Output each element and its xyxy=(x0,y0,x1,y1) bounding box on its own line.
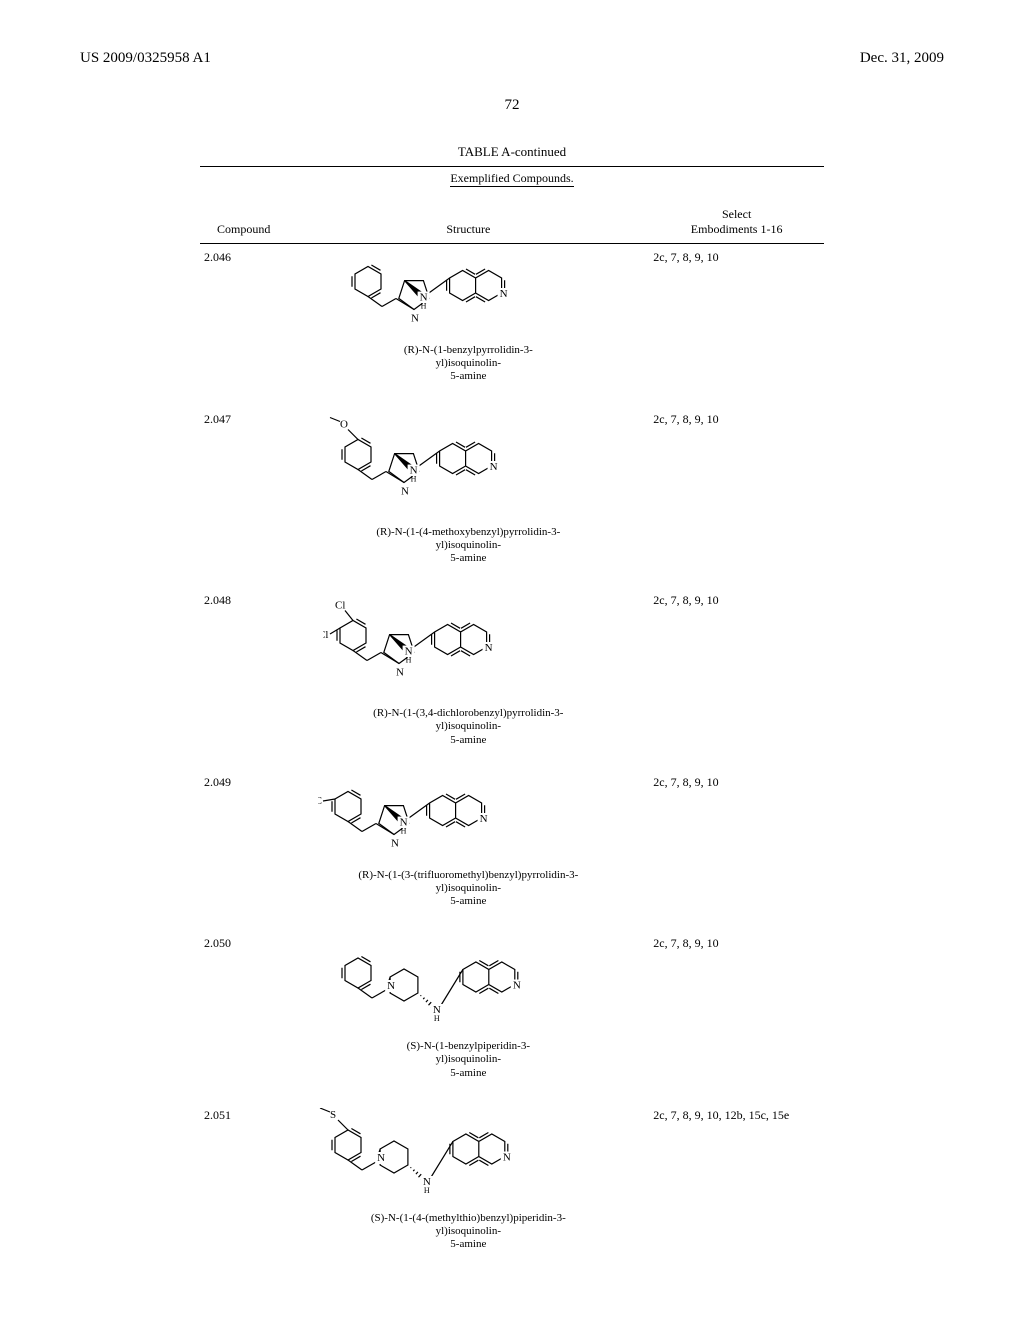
compound-name: (R)-N-(1-(3-(trifluoromethyl)benzyl)pyrr… xyxy=(291,869,645,909)
svg-text:Cl: Cl xyxy=(335,600,345,612)
publication-date: Dec. 31, 2009 xyxy=(860,50,944,67)
compound-structure: F3CNNHN(R)-N-(1-(3-(trifluoromethyl)benz… xyxy=(287,769,649,931)
compound-embodiments: 2c, 7, 8, 9, 10 xyxy=(649,406,824,588)
page-number: 72 xyxy=(80,97,944,114)
table-row: 2.049F3CNNHN(R)-N-(1-(3-(trifluoromethyl… xyxy=(200,769,824,931)
compound-embodiments: 2c, 7, 8, 9, 10 xyxy=(649,244,824,406)
table-row: 2.051SNNHN(S)-N-(1-(4-(methylthio)benzyl… xyxy=(200,1102,824,1274)
svg-text:H: H xyxy=(434,1014,440,1023)
publication-number: US 2009/0325958 A1 xyxy=(80,50,211,67)
table-title: TABLE A-continued xyxy=(80,144,944,160)
svg-text:N: N xyxy=(485,642,493,654)
compound-id: 2.047 xyxy=(200,406,287,588)
svg-text:N: N xyxy=(500,288,508,300)
compound-structure: NNHN(S)-N-(1-benzylpiperidin-3-yl)isoqui… xyxy=(287,930,649,1102)
compound-structure: ClClNNHN(R)-N-(1-(3,4-dichlorobenzyl)pyr… xyxy=(287,587,649,769)
compound-id: 2.049 xyxy=(200,769,287,931)
table-row: 2.046NNHN(R)-N-(1-benzylpyrrolidin-3-yl)… xyxy=(200,244,824,406)
compound-name: (S)-N-(1-(4-(methylthio)benzyl)piperidin… xyxy=(291,1212,645,1252)
col-embodiments-header: Select Embodiments 1-16 xyxy=(649,201,824,244)
compound-table: Compound Structure Select Embodiments 1-… xyxy=(200,201,824,1273)
svg-text:H: H xyxy=(406,656,412,665)
compound-embodiments: 2c, 7, 8, 9, 10 xyxy=(649,930,824,1102)
compound-name: (R)-N-(1-benzylpyrrolidin-3-yl)isoquinol… xyxy=(291,344,645,384)
page: US 2009/0325958 A1 Dec. 31, 2009 72 TABL… xyxy=(0,0,1024,1320)
svg-text:N: N xyxy=(377,1152,385,1164)
compound-id: 2.046 xyxy=(200,244,287,406)
col-compound-header: Compound xyxy=(200,201,287,244)
col-structure-header: Structure xyxy=(287,201,649,244)
table-row: 2.047ONNHN(R)-N-(1-(4-methoxybenzyl)pyrr… xyxy=(200,406,824,588)
svg-text:H: H xyxy=(424,1186,430,1195)
compound-structure: ONNHN(R)-N-(1-(4-methoxybenzyl)pyrrolidi… xyxy=(287,406,649,588)
compound-id: 2.050 xyxy=(200,930,287,1102)
svg-text:N: N xyxy=(513,980,521,992)
svg-text:N: N xyxy=(396,667,404,679)
compound-embodiments: 2c, 7, 8, 9, 10, 12b, 15c, 15e xyxy=(649,1102,824,1274)
svg-text:N: N xyxy=(411,313,419,325)
compound-embodiments: 2c, 7, 8, 9, 10 xyxy=(649,587,824,769)
table-row: 2.050NNHN(S)-N-(1-benzylpiperidin-3-yl)i… xyxy=(200,930,824,1102)
svg-text:O: O xyxy=(340,418,348,430)
svg-text:Cl: Cl xyxy=(323,629,328,641)
svg-text:F3C: F3C xyxy=(318,795,322,807)
compound-name: (S)-N-(1-benzylpiperidin-3-yl)isoquinoli… xyxy=(291,1040,645,1080)
compound-id: 2.051 xyxy=(200,1102,287,1274)
compound-structure: NNHN(R)-N-(1-benzylpyrrolidin-3-yl)isoqu… xyxy=(287,244,649,406)
svg-text:H: H xyxy=(421,302,427,311)
svg-text:N: N xyxy=(480,813,488,825)
svg-text:N: N xyxy=(503,1151,511,1163)
compound-id: 2.048 xyxy=(200,587,287,769)
svg-text:N: N xyxy=(401,485,409,497)
table-row: 2.048ClClNNHN(R)-N-(1-(3,4-dichlorobenzy… xyxy=(200,587,824,769)
page-header: US 2009/0325958 A1 Dec. 31, 2009 xyxy=(80,50,944,67)
svg-text:H: H xyxy=(401,826,407,835)
compound-name: (R)-N-(1-(3,4-dichlorobenzyl)pyrrolidin-… xyxy=(291,707,645,747)
compound-name: (R)-N-(1-(4-methoxybenzyl)pyrrolidin-3-y… xyxy=(291,526,645,566)
svg-text:H: H xyxy=(411,474,417,483)
table-subtitle: Exemplified Compounds. xyxy=(450,171,573,187)
compound-structure: SNNHN(S)-N-(1-(4-(methylthio)benzyl)pipe… xyxy=(287,1102,649,1274)
svg-text:N: N xyxy=(387,980,395,992)
svg-text:S: S xyxy=(330,1109,336,1121)
table-header-row: Compound Structure Select Embodiments 1-… xyxy=(200,201,824,244)
compound-embodiments: 2c, 7, 8, 9, 10 xyxy=(649,769,824,931)
svg-text:N: N xyxy=(391,837,399,849)
table-subtitle-wrap: Exemplified Compounds. xyxy=(80,167,944,191)
svg-text:N: N xyxy=(490,461,498,473)
